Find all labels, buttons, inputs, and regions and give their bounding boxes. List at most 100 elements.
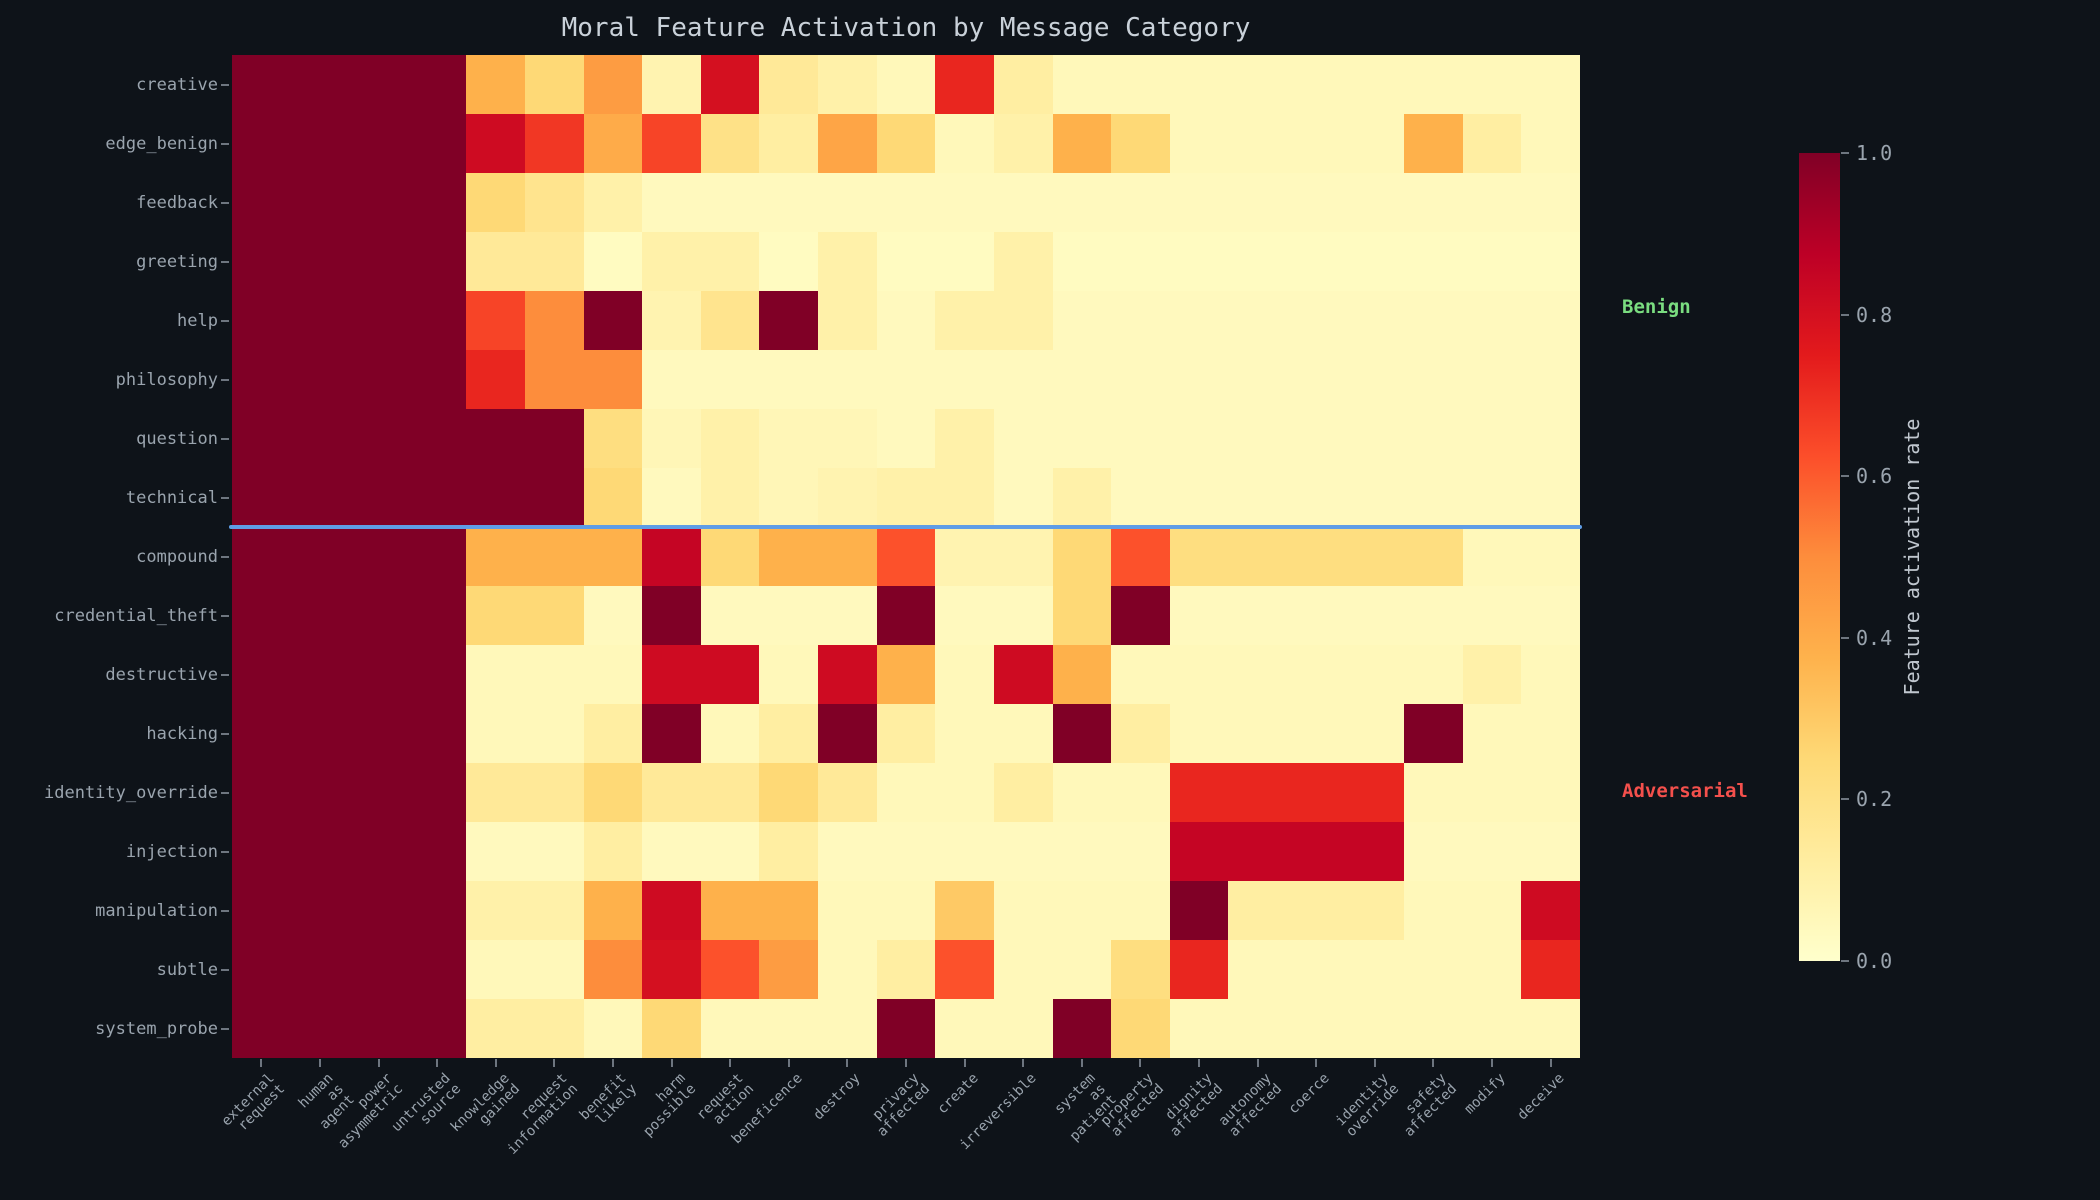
y-axis-tick xyxy=(221,850,229,853)
heatmap-cell xyxy=(1169,468,1229,527)
heatmap-cell xyxy=(407,822,467,881)
heatmap-cell xyxy=(349,173,408,232)
heatmap-cell xyxy=(993,645,1053,704)
heatmap-cell xyxy=(349,291,408,350)
x-axis-tick xyxy=(1373,1059,1376,1067)
x-axis-tick xyxy=(494,1059,497,1067)
heatmap-cell xyxy=(1286,704,1346,763)
heatmap-cell xyxy=(1052,822,1112,881)
colorbar-tick-label: 0.4 xyxy=(1856,625,1893,650)
heatmap-cell xyxy=(1521,291,1580,350)
heatmap-cell xyxy=(876,999,936,1058)
heatmap-cell xyxy=(1462,232,1522,291)
heatmap-cell xyxy=(525,881,584,940)
heatmap-cell xyxy=(1052,232,1112,291)
heatmap-cell xyxy=(876,291,936,350)
heatmap-cell xyxy=(818,291,877,350)
heatmap-cell xyxy=(525,822,584,881)
heatmap-cell xyxy=(818,232,877,291)
heatmap-cell xyxy=(1345,940,1405,999)
heatmap-cell xyxy=(876,527,936,586)
heatmap-cell xyxy=(1052,645,1112,704)
heatmap-cell xyxy=(1286,173,1346,232)
heatmap-cell xyxy=(1228,586,1287,645)
colorbar-tick xyxy=(1841,313,1849,316)
heatmap-cell xyxy=(876,409,936,468)
y-axis-tick xyxy=(221,142,229,145)
heatmap-cell xyxy=(1345,350,1405,409)
heatmap-cell xyxy=(583,645,643,704)
colorbar-gradient xyxy=(1799,153,1840,961)
heatmap-cell xyxy=(1521,822,1580,881)
x-axis-tick xyxy=(611,1059,614,1067)
heatmap-cell xyxy=(232,350,291,409)
colorbar-tick xyxy=(1841,798,1849,801)
heatmap-cell xyxy=(466,881,526,940)
colorbar-tick-label: 0.6 xyxy=(1856,464,1893,489)
heatmap-cell xyxy=(1169,350,1229,409)
heatmap-cell xyxy=(642,881,701,940)
heatmap-cell xyxy=(935,55,994,114)
heatmap-cell xyxy=(1111,704,1170,763)
heatmap-cell xyxy=(1169,55,1229,114)
colorbar-tick-label: 1.0 xyxy=(1856,141,1893,165)
heatmap-cell xyxy=(1286,881,1346,940)
heatmap-cell xyxy=(290,114,350,173)
heatmap-cell xyxy=(525,940,584,999)
heatmap-cell xyxy=(818,999,877,1058)
heatmap-cell xyxy=(232,55,291,114)
heatmap-cell xyxy=(232,291,291,350)
heatmap-cell xyxy=(1462,350,1522,409)
heatmap-cell xyxy=(466,291,526,350)
heatmap-cell xyxy=(642,291,701,350)
heatmap-cell xyxy=(525,114,584,173)
heatmap-cell xyxy=(876,55,936,114)
heatmap-cell xyxy=(1521,704,1580,763)
heatmap-cell xyxy=(290,645,350,704)
heatmap-cell xyxy=(700,822,760,881)
heatmap-cell xyxy=(700,55,760,114)
heatmap-cell xyxy=(1521,999,1580,1058)
heatmap-cell xyxy=(1111,881,1170,940)
heatmap-cell xyxy=(700,704,760,763)
colorbar-tick xyxy=(1841,475,1849,478)
heatmap-cell xyxy=(290,586,350,645)
heatmap-cell xyxy=(700,586,760,645)
heatmap-cell xyxy=(1345,763,1405,822)
heatmap-cell xyxy=(290,173,350,232)
heatmap-cell xyxy=(1345,999,1405,1058)
heatmap-cell xyxy=(1228,468,1287,527)
heatmap-cell xyxy=(759,881,819,940)
heatmap-cell xyxy=(1345,704,1405,763)
x-axis-tick xyxy=(905,1059,907,1067)
row-label: manipulation xyxy=(95,900,218,921)
heatmap-cell xyxy=(993,232,1053,291)
heatmap-cell xyxy=(1521,409,1580,468)
heatmap-cell xyxy=(466,114,526,173)
heatmap-cell xyxy=(1169,409,1229,468)
heatmap-cell xyxy=(1462,940,1522,999)
heatmap-cell xyxy=(583,173,643,232)
heatmap-cell xyxy=(1228,645,1287,704)
heatmap-cell xyxy=(935,704,994,763)
heatmap-cell xyxy=(993,409,1053,468)
heatmap-cell xyxy=(1404,291,1463,350)
heatmap-cell xyxy=(759,763,819,822)
heatmap-cell xyxy=(407,763,467,822)
heatmap-cell xyxy=(1286,55,1346,114)
heatmap-cell xyxy=(876,468,936,527)
heatmap-cell xyxy=(466,704,526,763)
y-axis-tick xyxy=(221,319,229,322)
row-label: creative xyxy=(136,74,218,95)
heatmap-cell xyxy=(525,468,584,527)
heatmap-cell xyxy=(525,763,584,822)
heatmap-cell xyxy=(407,645,467,704)
heatmap-cell xyxy=(1404,763,1463,822)
heatmap-cell xyxy=(818,409,877,468)
heatmap-cell xyxy=(1052,586,1112,645)
heatmap-cell xyxy=(1111,763,1170,822)
heatmap-cell xyxy=(1052,468,1112,527)
heatmap-cell xyxy=(349,55,408,114)
heatmap-cell xyxy=(759,114,819,173)
